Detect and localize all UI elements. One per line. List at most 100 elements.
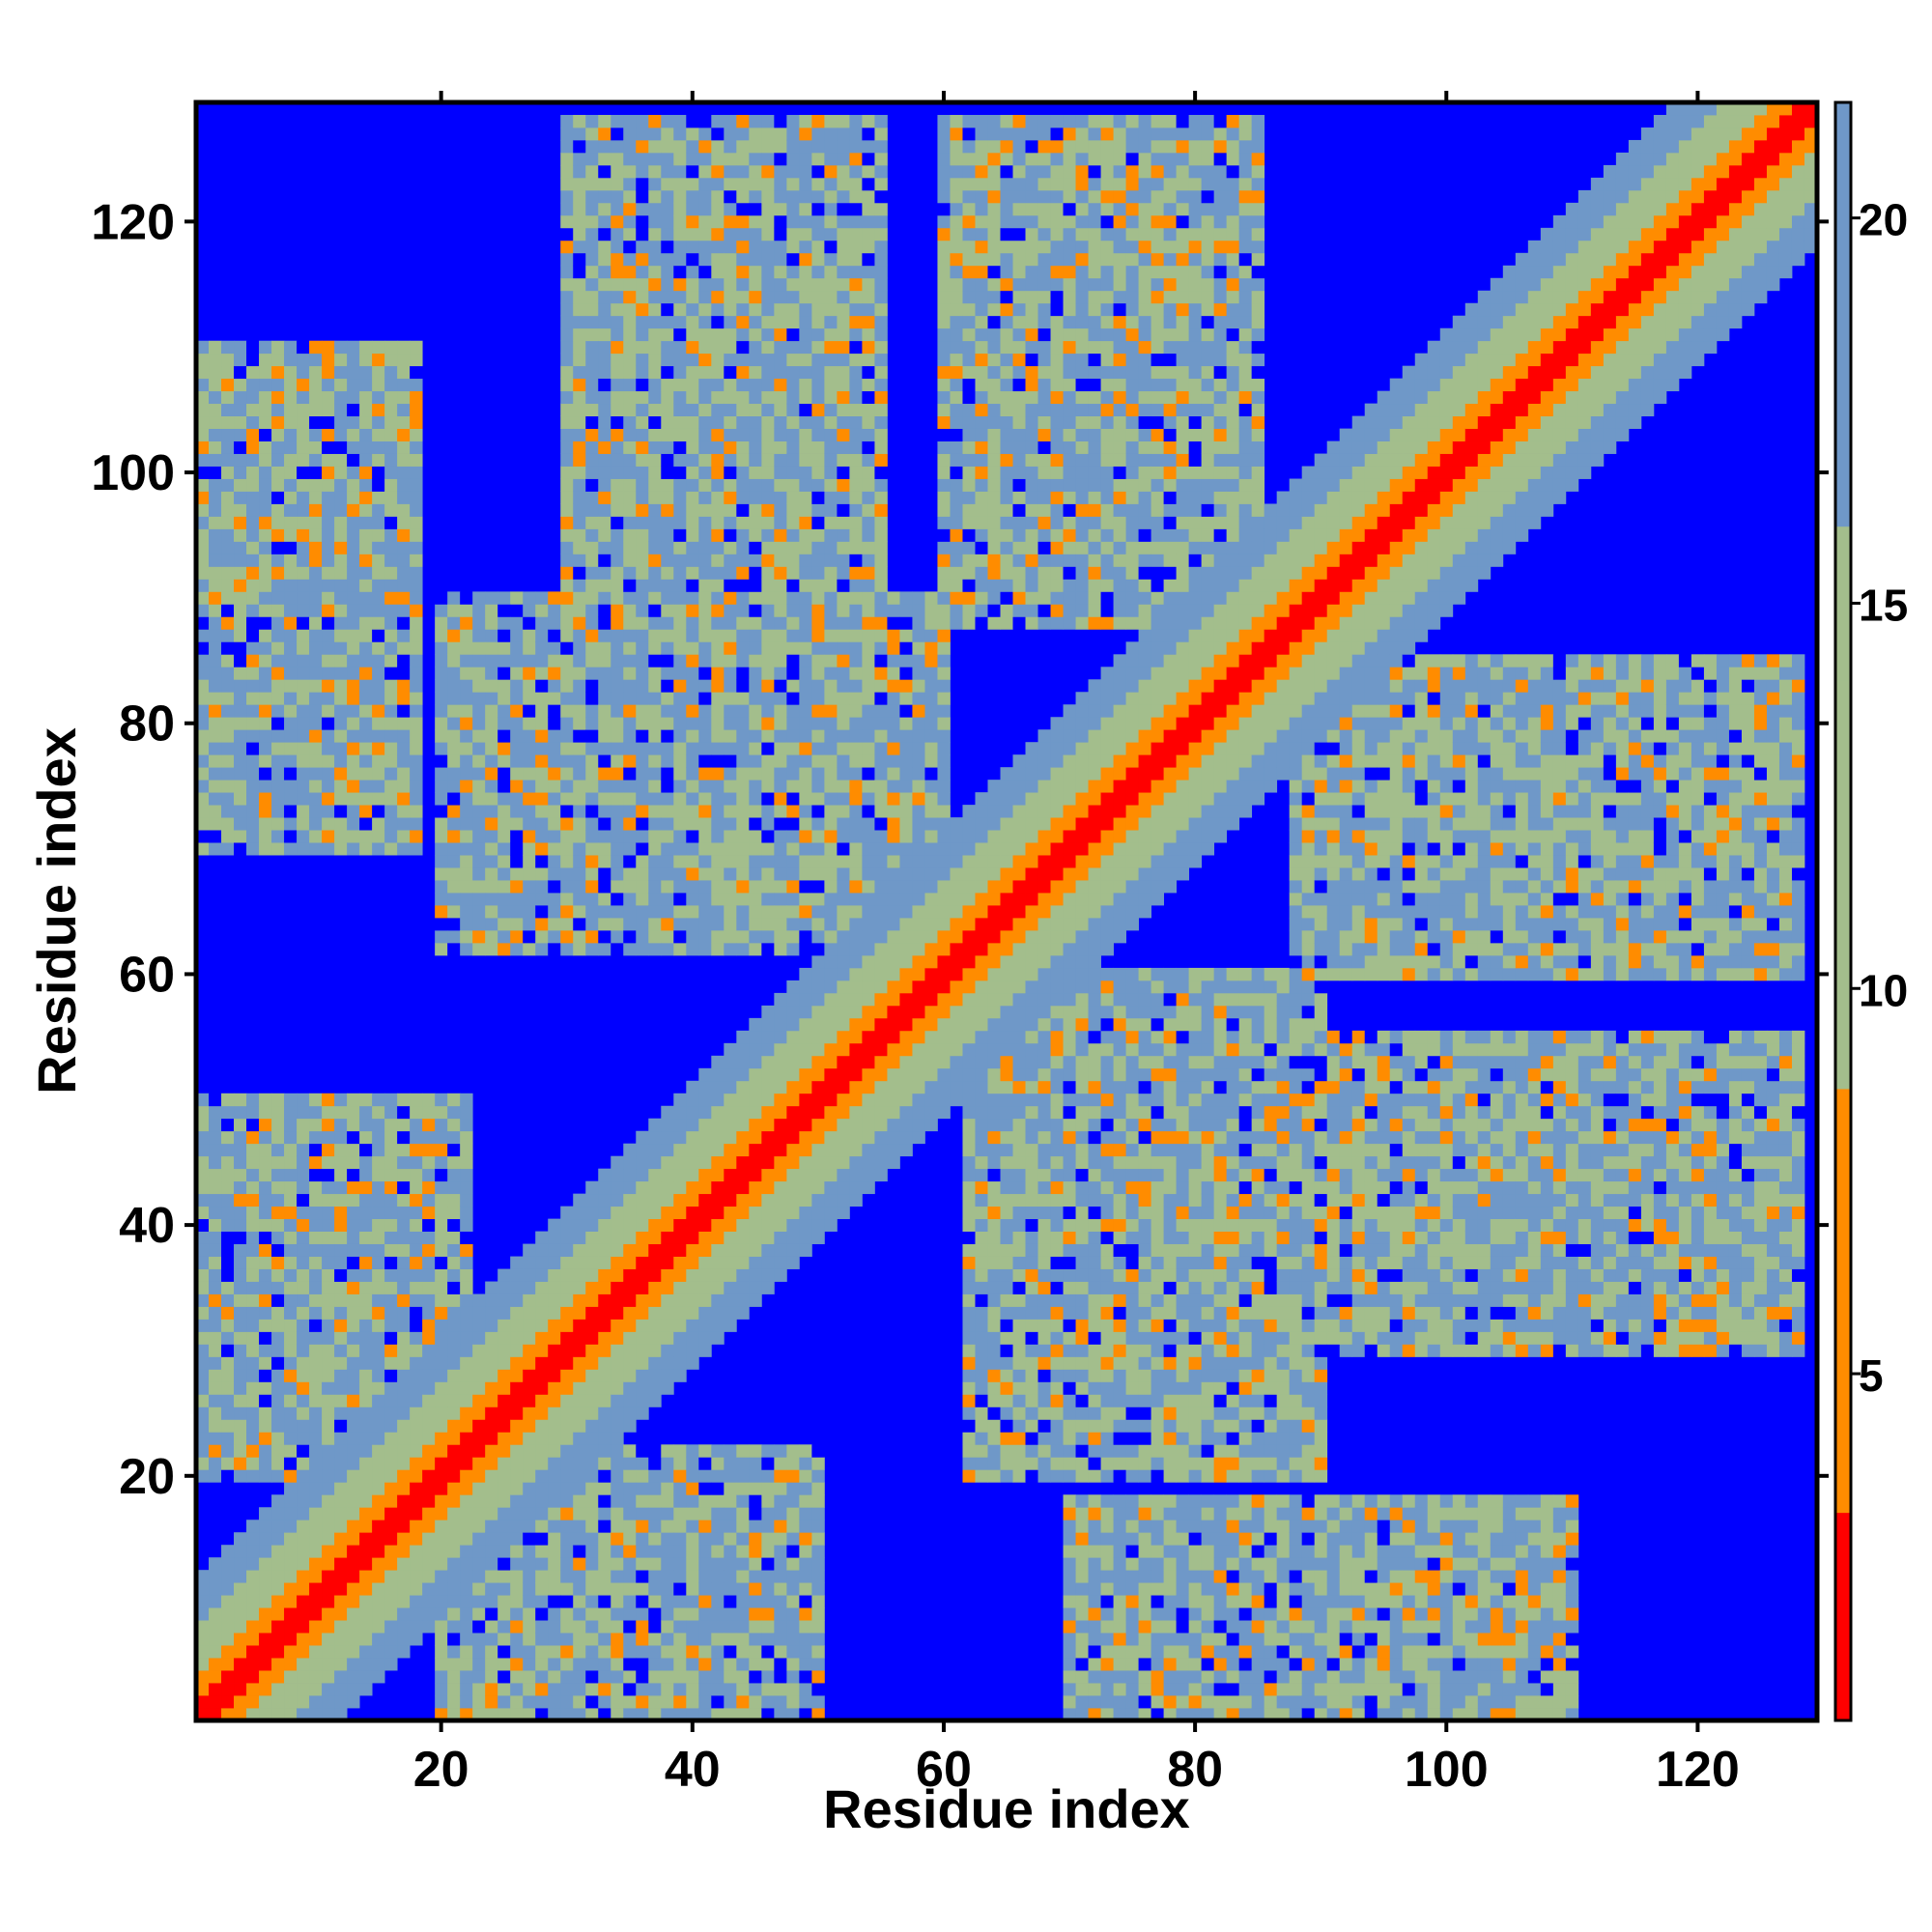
heatmap-cell — [824, 290, 838, 304]
heatmap-cell — [359, 654, 373, 668]
heatmap-cell — [560, 1243, 574, 1257]
heatmap-cell — [397, 1444, 411, 1458]
heatmap-cell — [322, 440, 335, 454]
heatmap-cell — [849, 478, 863, 492]
heatmap-cell — [447, 1168, 461, 1182]
heatmap-cell — [485, 830, 498, 843]
heatmap-cell — [560, 453, 574, 467]
heatmap-cell — [209, 1130, 222, 1145]
heatmap-cell — [297, 754, 310, 768]
heatmap-cell — [372, 1356, 385, 1370]
heatmap-cell — [523, 1557, 536, 1571]
heatmap-cell — [309, 767, 323, 781]
heatmap-cell — [724, 478, 737, 492]
heatmap-cell — [259, 566, 272, 580]
heatmap-cell — [623, 1293, 637, 1307]
heatmap-cell — [234, 1281, 247, 1294]
heatmap-cell — [648, 867, 662, 881]
heatmap-cell — [397, 780, 411, 793]
heatmap-cell — [284, 466, 298, 479]
heatmap-cell — [548, 1394, 561, 1407]
heatmap-cell — [497, 1620, 511, 1634]
heatmap-cell — [799, 1633, 812, 1646]
heatmap-cell — [523, 1645, 536, 1659]
heatmap-cell — [711, 1708, 724, 1721]
heatmap-cell — [736, 780, 750, 793]
heatmap-cell — [196, 1143, 210, 1157]
heatmap-cell — [271, 516, 285, 529]
heatmap-cell — [686, 127, 699, 141]
heatmap-cell — [246, 1168, 260, 1182]
heatmap-cell — [472, 1469, 486, 1483]
heatmap-cell — [447, 1130, 461, 1145]
heatmap-cell — [673, 1356, 687, 1370]
heatmap-cell — [698, 1155, 712, 1170]
heatmap-cell — [623, 1457, 637, 1470]
heatmap-cell — [598, 893, 611, 906]
heatmap-cell — [246, 1419, 260, 1433]
heatmap-cell — [472, 654, 486, 668]
heatmap-cell — [661, 227, 674, 242]
heatmap-cell — [209, 629, 222, 642]
heatmap-cell — [585, 1319, 599, 1332]
heatmap-cell — [284, 1105, 298, 1120]
heatmap-cell — [560, 855, 574, 868]
heatmap-cell — [611, 277, 624, 292]
heatmap-cell — [761, 830, 775, 843]
heatmap-cell — [460, 1570, 473, 1583]
heatmap-cell — [761, 1570, 775, 1583]
heatmap-cell — [736, 654, 750, 668]
heatmap-cell — [209, 717, 222, 730]
heatmap-cell — [297, 1620, 310, 1634]
heatmap-cell — [736, 1595, 750, 1608]
heatmap-cell — [410, 679, 423, 693]
heatmap-cell — [724, 591, 737, 605]
heatmap-cell — [774, 554, 787, 567]
heatmap-cell — [849, 1042, 863, 1057]
heatmap-cell — [824, 704, 838, 718]
heatmap-cell — [221, 1168, 235, 1182]
heatmap-cell — [585, 516, 599, 529]
heatmap-cell — [585, 767, 599, 781]
heatmap-cell — [686, 1683, 699, 1696]
heatmap-cell — [560, 1545, 574, 1558]
heatmap-cell — [209, 780, 222, 793]
heatmap-cell — [410, 1331, 423, 1345]
heatmap-cell — [573, 415, 586, 429]
heatmap-cell — [435, 616, 448, 630]
heatmap-cell — [799, 1494, 812, 1508]
heatmap-cell — [585, 1658, 599, 1671]
heatmap-cell — [786, 579, 800, 592]
heatmap-cell — [824, 842, 838, 856]
heatmap-cell — [397, 1557, 411, 1571]
heatmap-cell — [347, 1595, 360, 1608]
heatmap-cell — [422, 1231, 436, 1244]
heatmap-cell — [347, 742, 360, 755]
heatmap-cell — [711, 1595, 724, 1608]
heatmap-cell — [786, 277, 800, 292]
heatmap-cell — [297, 340, 310, 355]
heatmap-cell — [309, 1708, 323, 1721]
heatmap-cell — [510, 1582, 524, 1596]
heatmap-cell — [359, 1293, 373, 1307]
heatmap-cell — [786, 830, 800, 843]
heatmap-cell — [749, 1545, 762, 1558]
heatmap-cell — [774, 692, 787, 705]
heatmap-cell — [598, 1545, 611, 1558]
heatmap-cell — [271, 453, 285, 467]
heatmap-cell — [271, 440, 285, 454]
heatmap-cell — [548, 1268, 561, 1282]
heatmap-cell — [497, 1607, 511, 1621]
heatmap-cell — [447, 1344, 461, 1357]
heatmap-cell — [585, 277, 599, 292]
heatmap-cell — [246, 616, 260, 630]
heatmap-cell — [447, 679, 461, 693]
heatmap-cell — [598, 440, 611, 454]
heatmap-cell — [271, 1155, 285, 1170]
heatmap-cell — [497, 792, 511, 806]
heatmap-cell — [422, 1118, 436, 1132]
heatmap-cell — [510, 1520, 524, 1533]
heatmap-cell — [711, 302, 724, 317]
heatmap-cell — [573, 240, 586, 254]
heatmap-cell — [749, 541, 762, 554]
